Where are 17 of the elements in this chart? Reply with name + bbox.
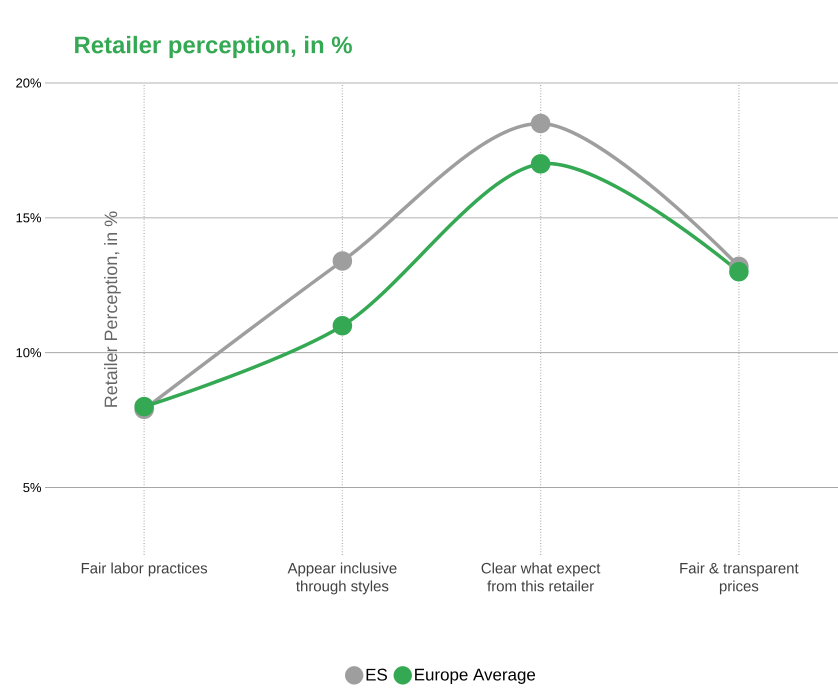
y-tick-label: 10%	[16, 348, 42, 358]
point	[332, 251, 352, 271]
y-tick-label: 20%	[16, 78, 42, 88]
point	[729, 262, 749, 282]
y-tick-label: 15%	[16, 213, 42, 222]
chart-title: Retailer perception, in %	[75, 36, 352, 58]
legend-label: ES	[366, 668, 387, 681]
x-tick-label: Appear inclusive through styles	[288, 562, 397, 594]
point	[530, 114, 550, 134]
legend-label: Europe Average	[415, 668, 536, 684]
x-tick-label: Clear what expect from this retailer	[482, 562, 600, 592]
x-tick-label: Fair & transparent prices	[680, 562, 799, 594]
y-tick-label: 5%	[23, 483, 42, 492]
y-axis-title: Retailer Perception, in %	[104, 212, 121, 407]
x-tick-label: Fair labor practices	[82, 562, 208, 576]
point	[530, 154, 550, 174]
point	[332, 316, 352, 336]
